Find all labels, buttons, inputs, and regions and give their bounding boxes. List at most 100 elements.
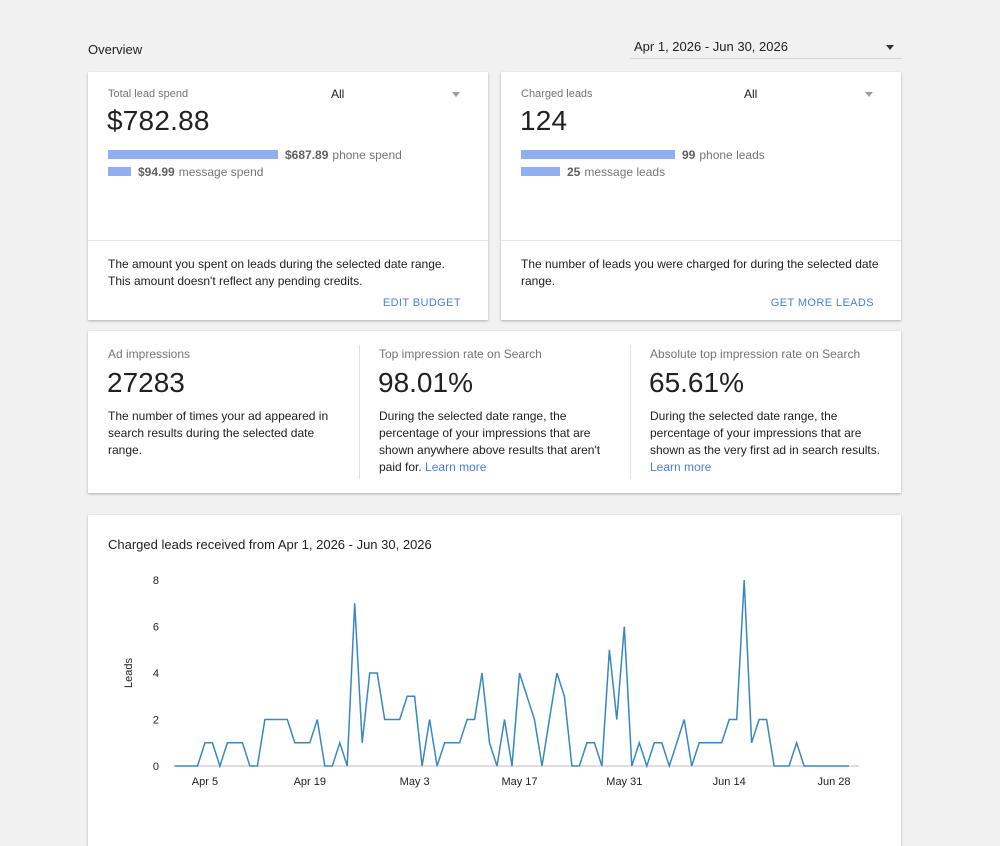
data-point xyxy=(616,719,618,721)
data-point xyxy=(174,765,176,767)
data-point xyxy=(691,765,693,767)
data-point xyxy=(346,765,348,767)
card-description: The amount you spent on leads during the… xyxy=(108,257,445,288)
data-point xyxy=(286,719,288,721)
y-tick-label: 2 xyxy=(153,715,159,727)
leads-filter-dropdown[interactable]: All xyxy=(693,87,883,105)
data-point xyxy=(391,719,393,721)
data-point xyxy=(249,765,251,767)
data-point xyxy=(519,672,521,674)
metric-value: 27283 xyxy=(107,367,185,398)
data-point xyxy=(586,742,588,744)
data-point xyxy=(758,719,760,721)
y-tick-label: 0 xyxy=(153,761,159,773)
data-point xyxy=(376,672,378,674)
data-point xyxy=(489,742,491,744)
data-point xyxy=(788,765,790,767)
data-point xyxy=(833,765,835,767)
data-point xyxy=(504,719,506,721)
message-leads-bar xyxy=(521,167,560,176)
card-summary: Charged leads All 124 99 phone leads 25 … xyxy=(501,72,901,241)
data-point xyxy=(451,742,453,744)
data-point xyxy=(751,742,753,744)
data-point xyxy=(534,719,536,721)
data-point xyxy=(623,626,625,628)
metric-value: 98.01% xyxy=(378,367,473,398)
edit-budget-button[interactable]: EDIT BUDGET xyxy=(382,297,461,309)
metric-label: Absolute top impression rate on Search xyxy=(650,347,861,361)
data-point xyxy=(182,765,184,767)
get-more-leads-button[interactable]: GET MORE LEADS xyxy=(770,297,874,309)
message-spend-amount: $94.99 xyxy=(138,164,175,179)
metric-description: The number of times your ad appeared in … xyxy=(108,409,329,457)
impressions-card: Ad impressions 27283 The number of times… xyxy=(88,331,901,493)
metric-description: During the selected date range, the perc… xyxy=(650,408,882,476)
message-spend-row: $94.99 message spend xyxy=(108,163,263,180)
spend-filter-dropdown[interactable]: All xyxy=(280,87,470,105)
data-point xyxy=(324,765,326,767)
data-point xyxy=(646,765,648,767)
card-description: The number of leads you were charged for… xyxy=(521,257,879,288)
data-point xyxy=(563,695,565,697)
data-point xyxy=(406,695,408,697)
x-tick-label: Apr 19 xyxy=(294,776,326,788)
metric-label: Top impression rate on Search xyxy=(379,347,542,361)
data-point xyxy=(444,742,446,744)
data-point xyxy=(436,765,438,767)
data-point xyxy=(459,742,461,744)
leads-line-chart: Leads 0 2 4 6 8 Apr 5 Apr 19 May 3 May 17 May 31 Ju… xyxy=(123,575,859,788)
dropdown-caret-icon xyxy=(865,92,873,97)
total-spend-value: $782.88 xyxy=(107,105,210,136)
data-point xyxy=(496,765,498,767)
data-point xyxy=(841,765,843,767)
dropdown-caret-icon xyxy=(452,92,460,97)
data-point xyxy=(421,765,423,767)
date-range-selector[interactable]: Apr 1, 2026 - Jun 30, 2026 xyxy=(630,36,902,59)
data-point xyxy=(474,719,476,721)
data-point xyxy=(301,742,303,744)
learn-more-link[interactable]: Learn more xyxy=(425,460,487,474)
message-spend-text: message spend xyxy=(178,164,264,179)
data-point xyxy=(826,765,828,767)
chart-title: Charged leads received from Apr 1, 2026 … xyxy=(108,537,432,552)
data-point xyxy=(593,742,595,744)
data-point xyxy=(571,765,573,767)
data-point xyxy=(706,742,708,744)
data-point xyxy=(481,672,483,674)
date-range-value: Apr 1, 2026 - Jun 30, 2026 xyxy=(634,39,788,54)
filter-value: All xyxy=(331,87,345,101)
page-title: Overview xyxy=(88,42,143,57)
x-tick-label: Apr 5 xyxy=(192,776,218,788)
data-point xyxy=(399,719,401,721)
message-leads-row: 25 message leads xyxy=(521,163,665,180)
data-point xyxy=(578,765,580,767)
leads-series-line xyxy=(175,579,849,769)
learn-more-link[interactable]: Learn more xyxy=(650,460,712,474)
data-point xyxy=(264,719,266,721)
data-point xyxy=(661,742,663,744)
message-spend-bar xyxy=(108,167,131,176)
y-tick-label: 8 xyxy=(153,575,159,587)
data-point xyxy=(226,742,228,744)
data-point xyxy=(676,742,678,744)
data-point xyxy=(541,765,543,767)
data-point xyxy=(511,765,513,767)
phone-leads-text: phone leads xyxy=(699,147,765,162)
data-point xyxy=(204,742,206,744)
phone-spend-row: $687.89 phone spend xyxy=(108,146,402,163)
phone-leads-amount: 99 xyxy=(682,147,696,162)
metric-value: 65.61% xyxy=(649,367,744,398)
data-point xyxy=(241,742,243,744)
x-tick-label: Jun 28 xyxy=(818,776,851,788)
data-point xyxy=(211,742,213,744)
data-point xyxy=(279,719,281,721)
data-point xyxy=(429,719,431,721)
y-axis-label: Leads xyxy=(123,658,135,688)
metric-description-text: During the selected date range, the perc… xyxy=(379,409,601,474)
phone-leads-bar xyxy=(521,150,675,159)
metric-divider xyxy=(630,345,631,479)
data-point xyxy=(728,719,730,721)
data-point xyxy=(796,742,798,744)
data-point xyxy=(721,742,723,744)
phone-leads-row: 99 phone leads xyxy=(521,146,765,163)
